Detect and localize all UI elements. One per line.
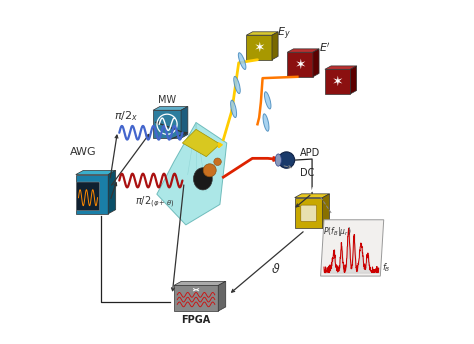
Polygon shape — [153, 110, 181, 138]
Text: ✶: ✶ — [332, 75, 344, 88]
Polygon shape — [295, 197, 323, 228]
Polygon shape — [153, 107, 188, 110]
Text: $\pi/2_x$: $\pi/2_x$ — [114, 109, 138, 122]
Polygon shape — [325, 66, 356, 69]
Polygon shape — [76, 170, 116, 174]
Ellipse shape — [234, 76, 240, 94]
Polygon shape — [320, 220, 384, 276]
Text: $\pi/2_{(\varphi+\theta)}$: $\pi/2_{(\varphi+\theta)}$ — [135, 194, 174, 209]
Ellipse shape — [214, 158, 221, 165]
FancyBboxPatch shape — [76, 182, 100, 211]
Text: DC: DC — [300, 168, 315, 178]
Text: ADwin: ADwin — [293, 185, 324, 194]
Polygon shape — [157, 122, 227, 225]
Polygon shape — [182, 129, 220, 157]
Ellipse shape — [238, 53, 246, 69]
Polygon shape — [313, 49, 319, 77]
Polygon shape — [218, 281, 226, 311]
Polygon shape — [287, 49, 319, 52]
Text: APD: APD — [300, 148, 320, 158]
Polygon shape — [246, 32, 278, 35]
Polygon shape — [272, 32, 278, 60]
Polygon shape — [174, 281, 226, 286]
Polygon shape — [350, 66, 356, 94]
Ellipse shape — [203, 164, 216, 177]
Polygon shape — [181, 107, 188, 138]
Text: ✶: ✶ — [294, 57, 306, 72]
Ellipse shape — [263, 114, 269, 131]
Polygon shape — [325, 69, 350, 94]
Ellipse shape — [193, 168, 212, 190]
FancyBboxPatch shape — [301, 205, 317, 222]
Text: AWG: AWG — [70, 147, 96, 157]
Text: $f_B$: $f_B$ — [382, 262, 391, 275]
Ellipse shape — [278, 152, 295, 168]
Text: MW: MW — [158, 96, 176, 106]
Polygon shape — [287, 52, 313, 77]
Polygon shape — [295, 194, 329, 197]
Ellipse shape — [231, 100, 237, 118]
Polygon shape — [108, 170, 116, 214]
Polygon shape — [323, 194, 329, 228]
Text: $P(f_B|\mu_r)$: $P(f_B|\mu_r)$ — [323, 225, 352, 238]
Ellipse shape — [275, 154, 282, 166]
Polygon shape — [174, 286, 218, 311]
Polygon shape — [246, 35, 272, 60]
Text: FPGA: FPGA — [182, 315, 210, 325]
Text: $E_y$: $E_y$ — [277, 25, 291, 42]
Text: $\vartheta$: $\vartheta$ — [272, 262, 281, 276]
Text: $E'$: $E'$ — [319, 41, 331, 54]
Text: ✶: ✶ — [254, 41, 265, 54]
Ellipse shape — [264, 92, 271, 109]
Polygon shape — [76, 174, 108, 214]
